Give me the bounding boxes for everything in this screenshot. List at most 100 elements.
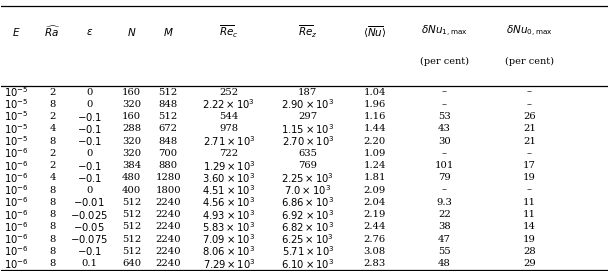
Text: 2.83: 2.83	[364, 259, 385, 268]
Text: $-0.1$: $-0.1$	[77, 172, 102, 184]
Text: 8: 8	[50, 247, 56, 256]
Text: $N$: $N$	[127, 26, 136, 38]
Text: 544: 544	[219, 112, 239, 121]
Text: $10^{-5}$: $10^{-5}$	[4, 97, 29, 111]
Text: $-0.1$: $-0.1$	[77, 160, 102, 172]
Text: 43: 43	[438, 124, 451, 133]
Text: $10^{-6}$: $10^{-6}$	[4, 146, 29, 160]
Text: $-0.1$: $-0.1$	[77, 123, 102, 135]
Text: $\langle\overline{Nu}\rangle$: $\langle\overline{Nu}\rangle$	[363, 24, 386, 40]
Text: 512: 512	[122, 198, 141, 207]
Text: 2240: 2240	[155, 247, 181, 256]
Text: $-0.01$: $-0.01$	[74, 196, 105, 208]
Text: 1800: 1800	[155, 186, 181, 195]
Text: $10^{-6}$: $10^{-6}$	[4, 245, 29, 258]
Text: 17: 17	[523, 161, 536, 170]
Text: $\widehat{Ra}$: $\widehat{Ra}$	[44, 24, 62, 40]
Text: –: –	[442, 100, 447, 109]
Text: 21: 21	[523, 136, 536, 146]
Text: 187: 187	[298, 88, 317, 97]
Text: 2240: 2240	[155, 259, 181, 268]
Text: 769: 769	[298, 161, 317, 170]
Text: $-0.075$: $-0.075$	[70, 233, 108, 245]
Text: $2.90 \times 10^3$: $2.90 \times 10^3$	[281, 97, 334, 111]
Text: 2240: 2240	[155, 235, 181, 244]
Text: 8: 8	[50, 235, 56, 244]
Text: $-0.1$: $-0.1$	[77, 135, 102, 147]
Text: $5.83 \times 10^3$: $5.83 \times 10^3$	[202, 220, 255, 234]
Text: 14: 14	[523, 222, 536, 232]
Text: 2.04: 2.04	[364, 198, 385, 207]
Text: $10^{-6}$: $10^{-6}$	[4, 232, 29, 246]
Text: (per cent): (per cent)	[505, 57, 554, 66]
Text: $4.56 \times 10^3$: $4.56 \times 10^3$	[202, 195, 256, 209]
Text: 4: 4	[49, 124, 56, 133]
Text: 2240: 2240	[155, 222, 181, 232]
Text: $10^{-5}$: $10^{-5}$	[4, 85, 29, 99]
Text: 160: 160	[122, 112, 141, 121]
Text: $10^{-6}$: $10^{-6}$	[4, 195, 29, 209]
Text: $10^{-6}$: $10^{-6}$	[4, 220, 29, 234]
Text: $4.51 \times 10^3$: $4.51 \times 10^3$	[202, 183, 256, 197]
Text: 0.1: 0.1	[81, 259, 97, 268]
Text: –: –	[527, 88, 532, 97]
Text: 2: 2	[50, 149, 56, 158]
Text: 79: 79	[438, 173, 451, 182]
Text: 8: 8	[50, 222, 56, 232]
Text: 288: 288	[122, 124, 141, 133]
Text: 22: 22	[438, 210, 451, 219]
Text: $-0.1$: $-0.1$	[77, 111, 102, 123]
Text: 1.16: 1.16	[364, 112, 385, 121]
Text: 252: 252	[219, 88, 239, 97]
Text: $6.86 \times 10^3$: $6.86 \times 10^3$	[281, 195, 334, 209]
Text: 8: 8	[50, 198, 56, 207]
Text: 848: 848	[158, 100, 178, 109]
Text: 9.3: 9.3	[437, 198, 452, 207]
Text: 512: 512	[158, 112, 178, 121]
Text: 8: 8	[50, 100, 56, 109]
Text: 320: 320	[122, 100, 141, 109]
Text: $7.09 \times 10^3$: $7.09 \times 10^3$	[202, 232, 256, 246]
Text: 47: 47	[438, 235, 451, 244]
Text: $6.82 \times 10^3$: $6.82 \times 10^3$	[281, 220, 334, 234]
Text: 48: 48	[438, 259, 451, 268]
Text: –: –	[442, 186, 447, 195]
Text: 0: 0	[86, 100, 93, 109]
Text: $-0.025$: $-0.025$	[70, 209, 108, 221]
Text: –: –	[527, 186, 532, 195]
Text: $-0.05$: $-0.05$	[73, 221, 105, 233]
Text: $10^{-5}$: $10^{-5}$	[4, 122, 29, 136]
Text: 2.20: 2.20	[364, 136, 385, 146]
Text: $\overline{Re}_{z}$: $\overline{Re}_{z}$	[298, 24, 318, 40]
Text: 848: 848	[158, 136, 178, 146]
Text: –: –	[527, 149, 532, 158]
Text: 0: 0	[86, 88, 93, 97]
Text: $2.25 \times 10^3$: $2.25 \times 10^3$	[281, 171, 334, 185]
Text: 320: 320	[122, 149, 141, 158]
Text: 2.44: 2.44	[364, 222, 386, 232]
Text: 29: 29	[523, 259, 536, 268]
Text: (per cent): (per cent)	[420, 57, 469, 66]
Text: 26: 26	[523, 112, 536, 121]
Text: 512: 512	[122, 235, 141, 244]
Text: $10^{-6}$: $10^{-6}$	[4, 208, 29, 222]
Text: 1.44: 1.44	[364, 124, 386, 133]
Text: $10^{-6}$: $10^{-6}$	[4, 159, 29, 173]
Text: 480: 480	[122, 173, 141, 182]
Text: $8.06 \times 10^3$: $8.06 \times 10^3$	[202, 245, 256, 258]
Text: $\overline{Re}_{c}$: $\overline{Re}_{c}$	[219, 24, 239, 40]
Text: 8: 8	[50, 210, 56, 219]
Text: 8: 8	[50, 186, 56, 195]
Text: 320: 320	[122, 136, 141, 146]
Text: $2.22 \times 10^3$: $2.22 \times 10^3$	[203, 97, 255, 111]
Text: 2240: 2240	[155, 210, 181, 219]
Text: –: –	[527, 100, 532, 109]
Text: 0: 0	[86, 149, 93, 158]
Text: $1.29 \times 10^3$: $1.29 \times 10^3$	[203, 159, 255, 173]
Text: 1280: 1280	[155, 173, 181, 182]
Text: $4.93 \times 10^3$: $4.93 \times 10^3$	[202, 208, 256, 222]
Text: $\delta Nu_{1,\mathrm{max}}$: $\delta Nu_{1,\mathrm{max}}$	[421, 24, 468, 39]
Text: 2: 2	[50, 161, 56, 170]
Text: –: –	[442, 88, 447, 97]
Text: $6.25 \times 10^3$: $6.25 \times 10^3$	[281, 232, 334, 246]
